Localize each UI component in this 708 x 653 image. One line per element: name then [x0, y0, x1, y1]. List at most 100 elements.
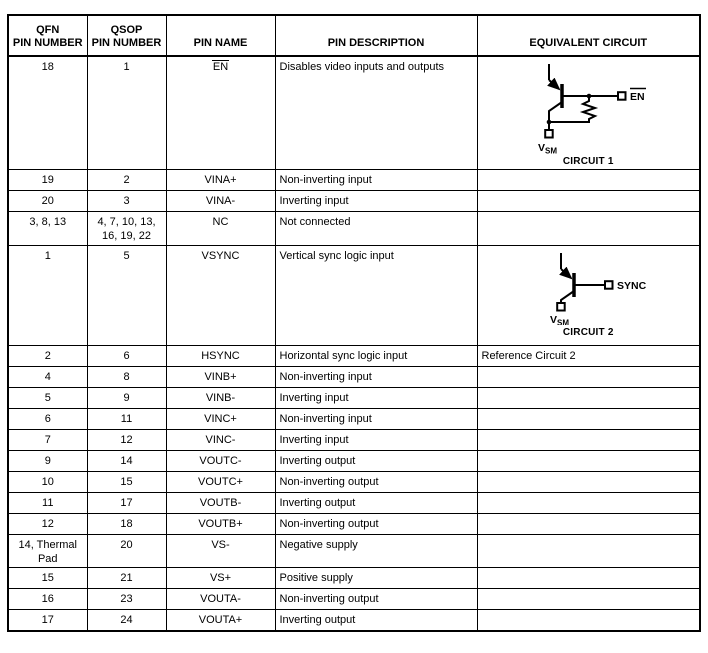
qfn-pin-number: 7 — [44, 433, 51, 446]
pin-description-cell: Non-inverting output — [274, 470, 478, 493]
table-row: 15 21 VS+ Positive supply — [7, 567, 701, 590]
qsop-pin-cell: 1 — [86, 55, 167, 170]
qfn-pin-cell: 1 — [7, 244, 88, 346]
qsop-pin-cell: 12 — [86, 428, 167, 451]
qsop-pin-cell: 23 — [86, 588, 167, 611]
equivalent-circuit-cell — [476, 386, 701, 409]
qfn-pin-cell: 7 — [7, 428, 88, 451]
pin-description-cell: Positive supply — [274, 567, 478, 590]
qsop-pin-number: 21 — [120, 572, 133, 585]
table-row: 9 14 VOUTC- Inverting output — [7, 449, 701, 472]
table-row: 2 6 HSYNC Horizontal sync logic input Refere… — [7, 344, 701, 367]
qfn-pin-number: 17 — [41, 614, 54, 627]
circuit2-supply-label: VSM — [550, 314, 569, 325]
table-row: 3, 8, 13 4, 7, 10, 13, 16, 19, 22 NC Not co… — [7, 211, 701, 246]
qsop-pin-number: 23 — [120, 593, 133, 606]
equivalent-circuit-cell — [476, 169, 701, 191]
pin-description-table: QFN PIN NUMBER QSOP PIN NUMBER PIN NAME PIN… — [7, 14, 701, 632]
pin-name-cell: VINA+ — [165, 169, 276, 191]
pin-description-cell: Horizontal sync logic input — [274, 344, 478, 367]
pin-name: NC — [212, 216, 229, 228]
pin-name: VOUTB- — [199, 496, 242, 509]
qsop-pin-number: 14 — [120, 454, 133, 467]
pin-name-cell: VOUTB- — [165, 491, 276, 514]
qfn-pin-cell: 11 — [7, 491, 88, 514]
qsop-pin-cell: 21 — [86, 567, 167, 590]
equivalent-circuit-cell — [476, 407, 701, 430]
pin-description-cell: Inverting output — [274, 491, 478, 514]
pin-description: Disables video inputs and outputs — [279, 61, 445, 73]
pin-name-cell: VINA- — [165, 190, 276, 212]
pin-description: Not connected — [279, 216, 351, 228]
pin-name-cell: EN — [165, 55, 276, 170]
transistor-circuit-1-diagram: EN VSM — [538, 64, 647, 154]
equivalent-circuit-cell — [476, 567, 701, 590]
qfn-pin-cell: 18 — [7, 55, 88, 170]
circuit1-pin-label: EN — [630, 91, 645, 103]
pin-description: Negative supply — [279, 538, 358, 551]
qsop-pin-number: 17 — [120, 496, 133, 509]
qfn-pin-number: 3, 8, 13 — [29, 216, 67, 228]
table-row: 6 11 VINC+ Non-inverting input — [7, 407, 701, 430]
circuit1-supply-label: VSM — [538, 142, 557, 154]
table-row: 17 24 VOUTA+ Inverting output — [7, 609, 701, 632]
qsop-pin-cell: 20 — [86, 533, 167, 569]
column-header: EQUIVALENT CIRCUIT — [476, 14, 701, 57]
table-row: 10 15 VOUTC+ Non-inverting output — [7, 470, 701, 493]
qsop-pin-cell: 24 — [86, 609, 167, 632]
pin-description-cell: Negative supply — [274, 533, 478, 569]
pin-name: HSYNC — [201, 349, 240, 362]
qfn-pin-number: 10 — [41, 475, 54, 488]
column-header: QSOP PIN NUMBER — [86, 14, 167, 57]
qfn-pin-cell: 19 — [7, 169, 88, 191]
qfn-pin-cell: 4 — [7, 365, 88, 388]
qsop-pin-number: 1 — [123, 61, 130, 73]
qsop-pin-cell: 15 — [86, 470, 167, 493]
pin-description-cell: Inverting input — [274, 190, 478, 212]
pin-description: Non-inverting output — [279, 475, 379, 488]
equivalent-circuit-cell — [476, 609, 701, 632]
pin-name-cell: HSYNC — [165, 344, 276, 367]
qsop-pin-number: 24 — [120, 614, 133, 627]
circuit2-caption: CIRCUIT 2 — [562, 326, 614, 338]
pin-description-cell: Non-inverting input — [274, 169, 478, 191]
qsop-pin-number: 5 — [123, 249, 130, 262]
table-row: 5 9 VINB- Inverting input — [7, 386, 701, 409]
qsop-pin-cell: 9 — [86, 386, 167, 409]
qfn-pin-cell: 20 — [7, 190, 88, 212]
equivalent-circuit-cell — [476, 491, 701, 514]
header-row: QFN PIN NUMBER QSOP PIN NUMBER PIN NAME PIN… — [7, 14, 701, 57]
qfn-pin-number: 2 — [44, 349, 51, 362]
qsop-pin-number: 4, 7, 10, 13, 16, 19, 22 — [97, 216, 156, 243]
pin-name: VINC- — [205, 433, 236, 446]
column-header: PIN NAME — [165, 14, 276, 57]
equivalent-circuit-cell: EN VSM CIRCUIT 1 — [476, 55, 701, 170]
qfn-pin-cell: 9 — [7, 449, 88, 472]
pin-name: VOUTC- — [199, 454, 242, 467]
qfn-pin-number: 19 — [41, 174, 54, 186]
pin-name: VINC+ — [204, 412, 237, 425]
circuit1-caption: CIRCUIT 1 — [562, 156, 614, 167]
pin-description: Horizontal sync logic input — [279, 349, 408, 362]
qfn-pin-cell: 16 — [7, 588, 88, 611]
qfn-pin-number: 9 — [44, 454, 51, 467]
qfn-pin-cell: 14, Thermal Pad — [7, 533, 88, 569]
qsop-pin-number: 6 — [123, 349, 130, 362]
pin-description: Inverting input — [279, 195, 349, 207]
pin-description: Inverting output — [279, 496, 356, 509]
pin-name-cell: VOUTB+ — [165, 512, 276, 535]
pin-description: Inverting output — [279, 454, 356, 467]
pin-name: VINA- — [205, 195, 236, 207]
equivalent-circuit-1: EN VSM CIRCUIT 1 — [479, 58, 699, 168]
pin-description: Non-inverting input — [279, 174, 372, 186]
table-row: 4 8 VINB+ Non-inverting input — [7, 365, 701, 388]
equivalent-circuit-cell — [476, 533, 701, 569]
pin-description: Inverting input — [279, 433, 349, 446]
pin-description-cell: Non-inverting input — [274, 407, 478, 430]
equivalent-circuit-cell — [476, 211, 701, 246]
pin-name-cell: VS+ — [165, 567, 276, 590]
pin-description-cell: Inverting output — [274, 609, 478, 632]
qsop-pin-cell: 8 — [86, 365, 167, 388]
qfn-pin-cell: 12 — [7, 512, 88, 535]
pin-name-cell: VOUTA+ — [165, 609, 276, 632]
